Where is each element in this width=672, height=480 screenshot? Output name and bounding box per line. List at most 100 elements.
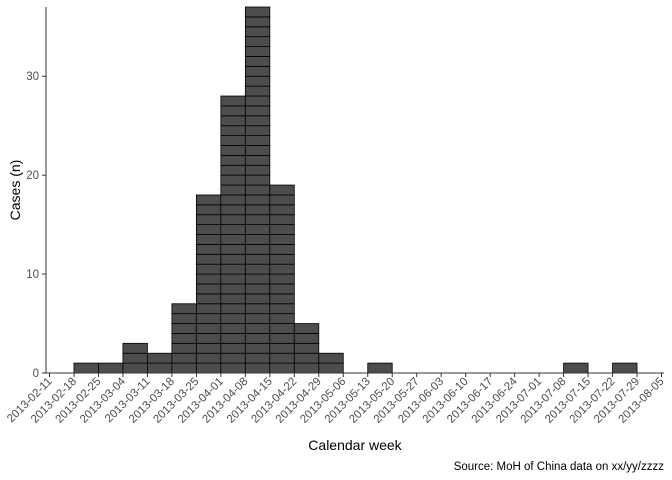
case-block [147,352,173,364]
case-block [293,342,320,354]
case-block [244,293,271,305]
case-block [244,283,271,295]
case-block [195,204,222,216]
case-block [244,36,271,47]
case-block [244,75,271,87]
case-block [220,342,246,354]
case-block [171,342,197,354]
case-block [367,362,393,374]
case-block [244,56,271,67]
case-block [269,362,295,374]
case-block [220,135,246,146]
bar-2013-02-25 [98,362,124,374]
case-block [195,313,222,324]
case-block [612,362,638,374]
case-block [220,283,246,295]
bar-2013-07-08 [563,362,589,374]
y-tick-label: 0 [33,368,39,380]
bars-layer [73,6,638,374]
case-block [195,263,222,275]
case-block [220,145,246,156]
case-block [244,154,271,166]
case-block [244,234,271,245]
case-block [269,253,295,265]
case-block [269,214,295,226]
case-block [293,362,320,374]
case-block [195,303,222,315]
case-block [244,253,271,265]
case-block [244,244,271,255]
case-block [220,273,246,285]
case-block [98,362,124,374]
y-tick-label: 20 [26,170,39,182]
y-tick-label: 10 [26,269,39,281]
case-block [171,352,197,364]
case-block [244,164,271,176]
case-block [269,293,295,305]
bar-2013-02-18 [73,362,99,374]
case-block [244,214,271,226]
case-block [220,125,246,136]
case-block [195,194,222,206]
case-block [244,95,271,107]
case-block [195,362,222,374]
bar-2013-03-04 [122,342,148,374]
case-block [244,362,271,374]
case-block [563,362,589,374]
case-block [269,224,295,235]
case-block [171,323,197,334]
case-block [220,352,246,364]
case-block [195,333,222,344]
case-block [244,303,271,315]
caption: Source: MoH of China data on xx/yy/zzzz [454,461,665,473]
case-block [195,273,222,285]
case-block [220,362,246,374]
case-block [269,263,295,275]
case-block [220,224,246,235]
case-block [195,224,222,235]
case-block [195,323,222,334]
case-block [244,263,271,275]
case-block [244,135,271,146]
case-block [244,342,271,354]
bar-2013-03-18 [171,303,197,374]
case-block [244,145,271,156]
case-block [220,105,246,117]
case-block [122,362,148,374]
bar-2013-07-22 [612,362,638,374]
case-block [73,362,99,374]
case-block [147,362,173,374]
case-block [269,234,295,245]
case-block [244,352,271,364]
case-block [244,313,271,324]
bar-2013-04-15 [269,184,295,374]
case-block [244,184,271,196]
case-block [220,313,246,324]
case-block [244,224,271,235]
case-block [122,352,148,364]
bar-2013-05-13 [367,362,393,374]
case-block [269,333,295,344]
case-block [269,194,295,206]
case-block [293,352,320,364]
case-block [220,234,246,245]
case-block [244,174,271,186]
case-block [195,244,222,255]
case-block [220,115,246,127]
x-axis-ticks: 2013-02-112013-02-182013-02-252013-03-04… [5,373,667,426]
case-block [244,273,271,285]
case-block [244,323,271,334]
bar-2013-03-11 [147,352,173,374]
case-block [171,362,197,374]
case-block [122,342,148,354]
x-axis-title: Calendar week [308,437,402,453]
bar-2013-04-29 [318,352,344,374]
case-block [195,214,222,226]
case-block [195,234,222,245]
case-block [195,342,222,354]
case-block [220,184,246,196]
case-block [244,105,271,117]
case-block [220,204,246,216]
case-block [220,293,246,305]
